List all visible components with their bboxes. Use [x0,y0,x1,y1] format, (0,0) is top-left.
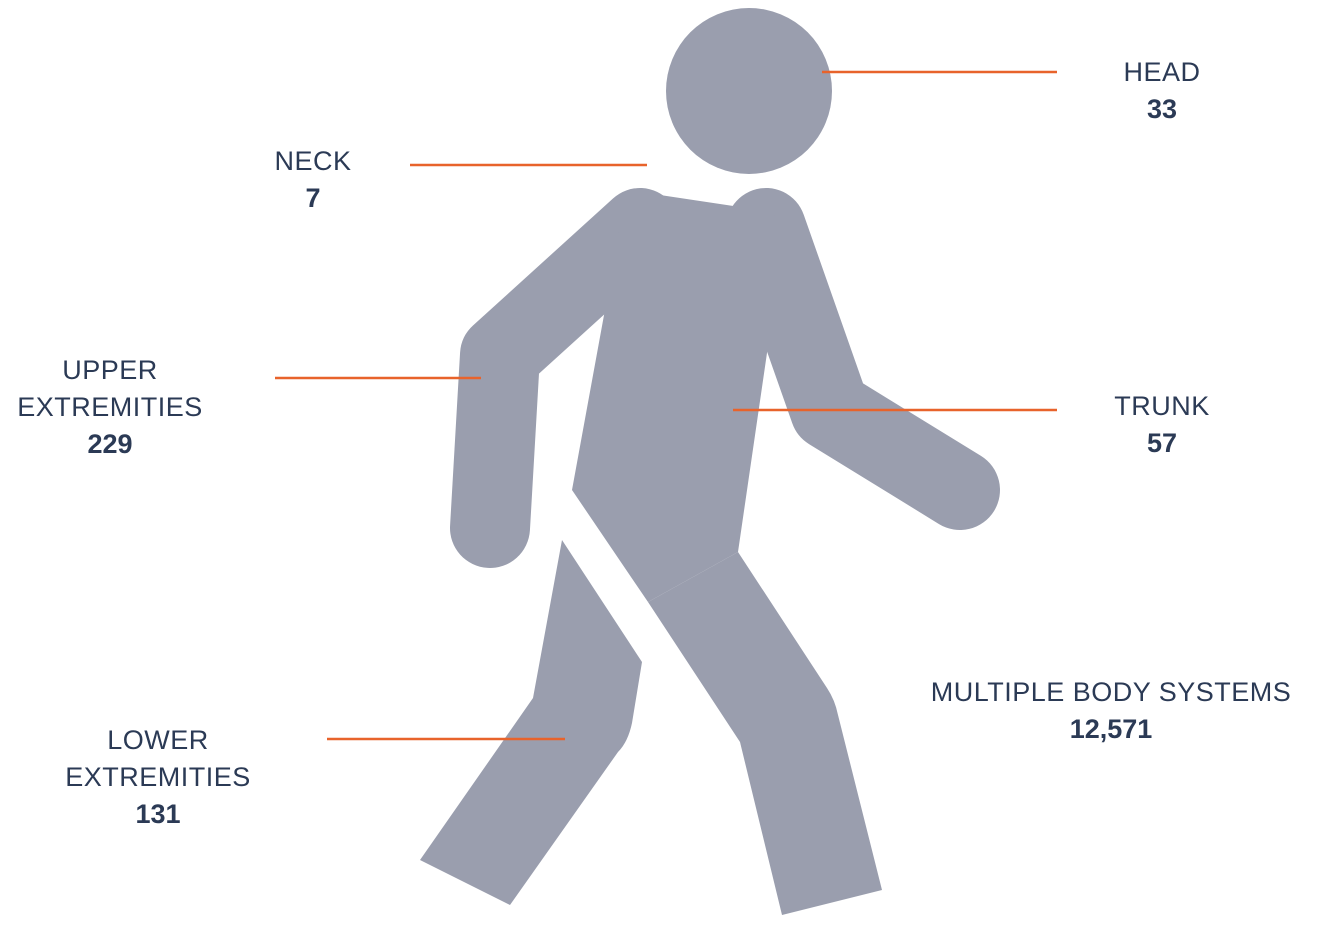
region-count: 131 [135,799,181,829]
region-count: 229 [87,429,133,459]
region-name: LOWER EXTREMITIES [65,725,251,792]
region-count: 7 [305,183,321,213]
region-count: 57 [1146,428,1178,458]
region-name: UPPER EXTREMITIES [17,355,203,422]
label-trunk: TRUNK 57 [1062,388,1262,462]
region-count: 12,571 [1069,714,1153,744]
region-name: HEAD [1123,57,1201,87]
region-name: NECK [274,146,352,176]
figure-front-arm [726,188,1000,530]
figure-torso [572,192,784,602]
label-neck: NECK 7 [213,143,413,217]
label-upper-extremities: UPPER EXTREMITIES 229 [0,352,220,463]
region-name: TRUNK [1114,391,1210,421]
figure-back-leg [420,540,642,905]
region-count: 33 [1146,94,1178,124]
label-multiple-body-systems: MULTIPLE BODY SYSTEMS 12,571 [902,674,1319,748]
figure-head [666,8,832,174]
label-lower-extremities: LOWER EXTREMITIES 131 [48,722,268,833]
figure-back-arm [450,188,680,568]
label-head: HEAD 33 [1062,54,1262,128]
figure-front-leg [648,552,882,915]
region-name: MULTIPLE BODY SYSTEMS [930,677,1292,707]
